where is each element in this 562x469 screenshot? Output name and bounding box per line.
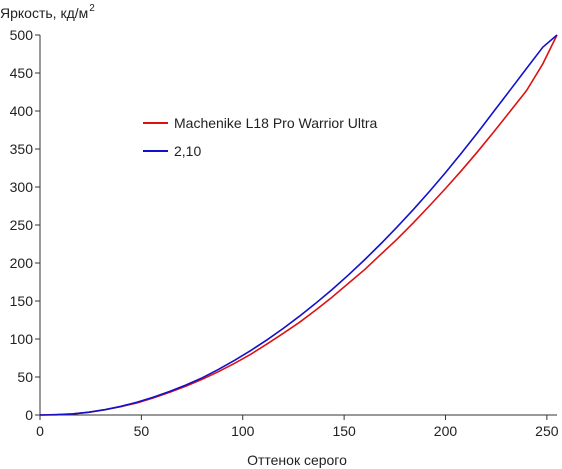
legend-label-1: Machenike L18 Pro Warrior Ultra bbox=[174, 115, 378, 131]
series-line-1 bbox=[39, 34, 558, 416]
y-tick-label: 0 bbox=[25, 407, 33, 423]
x-tick-label: 250 bbox=[535, 423, 559, 439]
y-axis-title: Яркость, кд/м 2 bbox=[0, 3, 95, 21]
y-tick-label: 100 bbox=[10, 331, 34, 347]
y-tick-label: 450 bbox=[10, 65, 34, 81]
series-line-2 bbox=[39, 34, 558, 416]
x-tick-label: 200 bbox=[434, 423, 458, 439]
x-axis-ticks: 0 50 100 150 200 250 bbox=[36, 415, 559, 439]
x-axis-title: Оттенок серого bbox=[247, 452, 347, 468]
x-tick-label: 50 bbox=[134, 423, 150, 439]
y-tick-label: 50 bbox=[17, 369, 33, 385]
x-tick-label: 100 bbox=[231, 423, 255, 439]
y-tick-label: 350 bbox=[10, 141, 34, 157]
series-lines bbox=[39, 34, 558, 416]
y-tick-label: 300 bbox=[10, 179, 34, 195]
plot-frame bbox=[39, 35, 557, 416]
y-tick-label: 250 bbox=[10, 217, 34, 233]
y-axis-title-superscript: 2 bbox=[89, 3, 95, 14]
legend: Machenike L18 Pro Warrior Ultra 2,10 bbox=[143, 115, 378, 159]
y-tick-label: 400 bbox=[10, 103, 34, 119]
y-tick-label: 200 bbox=[10, 255, 34, 271]
x-tick-label: 0 bbox=[36, 423, 44, 439]
y-axis-ticks: 0 50 100 150 200 250 300 350 400 450 500 bbox=[10, 27, 40, 423]
y-axis-title-main: Яркость, кд/м bbox=[0, 5, 88, 21]
x-tick-label: 150 bbox=[332, 423, 356, 439]
y-tick-label: 150 bbox=[10, 293, 34, 309]
legend-label-2: 2,10 bbox=[174, 143, 201, 159]
y-tick-label: 500 bbox=[10, 27, 34, 43]
